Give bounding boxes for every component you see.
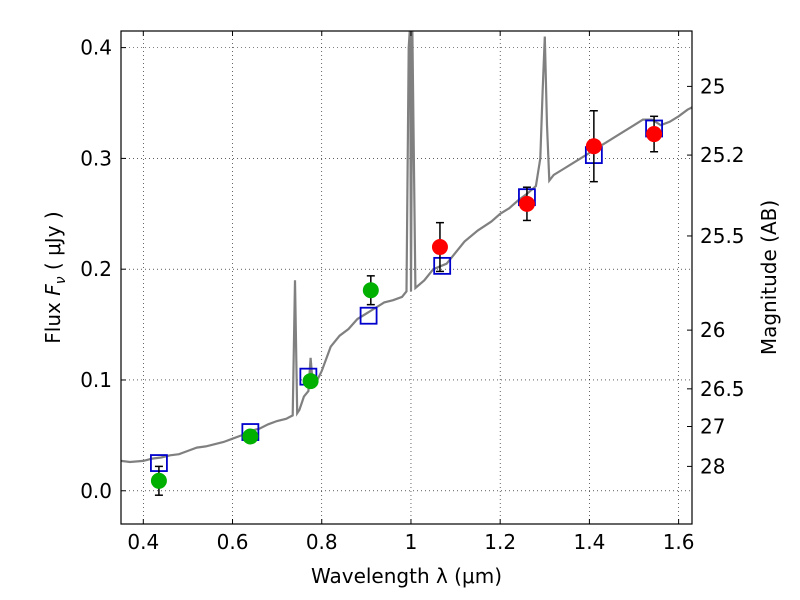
x-tick-label: 0.4 — [127, 530, 159, 554]
spectrum-line — [121, 31, 692, 464]
axes: 0.4 0.6 0.8 1 1.2 1.4 1.6 0.0 0.1 0.2 0.3 0.4 25 25.2… — [80, 31, 745, 554]
y2-tick-label: 28 — [700, 454, 725, 478]
y-axis-title: Flux Fν ( μJy ) — [41, 211, 69, 343]
data-point — [302, 373, 319, 390]
y2-tick-label: 25 — [700, 74, 725, 98]
y2-tick-label: 26.5 — [700, 377, 745, 401]
y-tick-label: 0.0 — [80, 479, 112, 503]
y2-tick-label: 27 — [700, 415, 725, 439]
data-point — [518, 195, 535, 212]
y2-tick-label: 25.2 — [700, 143, 745, 167]
y-tick-label: 0.4 — [80, 36, 112, 60]
data-point — [585, 138, 602, 155]
x-tick-label: 1.2 — [484, 530, 516, 554]
plot-frame — [120, 30, 693, 525]
y-axis-title-text: Flux — [41, 296, 65, 344]
data-point — [150, 472, 167, 489]
data-point — [646, 126, 663, 143]
y-axis-title-subscript: ν — [53, 276, 69, 284]
plot-area — [121, 31, 692, 496]
model-square-marker — [359, 306, 378, 325]
model-square-marker — [433, 256, 452, 275]
x-axis-title: Wavelength λ (μm) — [311, 564, 502, 588]
y-tick-label: 0.3 — [80, 146, 112, 170]
y2-tick-label: 25.5 — [700, 224, 745, 248]
y-axis-title-unit: ( μJy ) — [41, 211, 65, 276]
x-tick-label: 0.8 — [306, 530, 338, 554]
y2-axis-title: Magnitude (AB) — [757, 200, 781, 355]
data-point — [362, 282, 379, 299]
y-tick-label: 0.1 — [80, 368, 112, 392]
x-tick-label: 0.6 — [217, 530, 249, 554]
x-tick-label: 1.6 — [663, 530, 695, 554]
y2-tick-label: 26 — [700, 318, 725, 342]
y-axis-title-symbol: F — [41, 284, 65, 296]
data-point — [242, 428, 259, 445]
y-tick-label: 0.2 — [80, 257, 112, 281]
x-tick-label: 1.4 — [573, 530, 605, 554]
x-tick-label: 1 — [405, 530, 418, 554]
data-point — [431, 239, 448, 256]
